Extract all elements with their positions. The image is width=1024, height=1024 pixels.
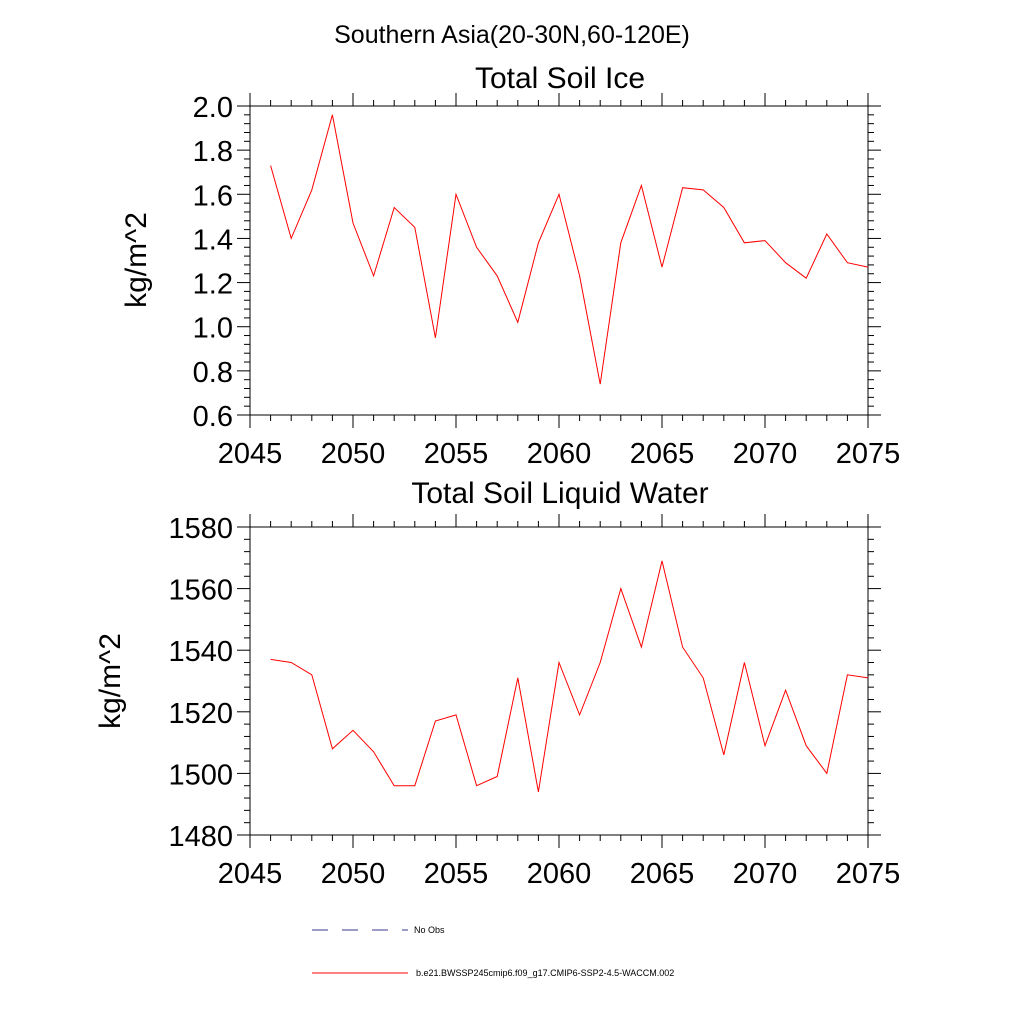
chart-title: Total Soil Ice: [475, 62, 645, 95]
y-tick-label: 0.6: [193, 401, 233, 433]
series-line: [270, 560, 869, 792]
x-tick-label: 2050: [321, 438, 386, 470]
x-tick-label: 2065: [630, 438, 695, 470]
y-tick-label: 1.2: [193, 269, 233, 301]
series-group: [270, 114, 869, 385]
y-tick-label: 1.6: [193, 180, 233, 212]
y-tick-label: 1480: [168, 821, 233, 853]
legend: No Obs b.e21.BWSSP245cmip6.f09_g17.CMIP6…: [312, 925, 674, 978]
x-tick-label: 2050: [321, 858, 386, 890]
plot-frame: [249, 526, 869, 836]
x-tick-label: 2055: [424, 858, 489, 890]
x-tick-label: 2055: [424, 438, 489, 470]
y-tick-label: 1.4: [193, 224, 233, 256]
x-tick-label: 2045: [218, 858, 283, 890]
chart-total-soil-ice: Total Soil Ice 2045 2050 2055 2060 2065 2070 2…: [120, 62, 900, 470]
y-tick-label: 0.8: [193, 357, 233, 389]
legend-label-no-obs: No Obs: [414, 925, 445, 935]
y-tick-label: 2.0: [193, 92, 233, 124]
figure-suptitle: Southern Asia(20-30N,60-120E): [334, 21, 690, 49]
y-tick-label: 1560: [168, 575, 233, 607]
y-tick-label: 1520: [168, 698, 233, 730]
legend-label-model: b.e21.BWSSP245cmip6.f09_g17.CMIP6-SSP2-4…: [416, 968, 674, 978]
x-tick-label: 2075: [836, 858, 901, 890]
y-tick-label: 1.0: [193, 313, 233, 345]
y-tick-label: 1500: [168, 759, 233, 791]
x-tick-label: 2070: [733, 858, 798, 890]
series-group: [270, 560, 869, 792]
y-axis-label: kg/m^2: [120, 212, 153, 308]
x-tick-label: 2065: [630, 858, 695, 890]
x-tick-label: 2060: [527, 438, 592, 470]
y-tick-label: 1580: [168, 513, 233, 545]
axis-ticks: [237, 514, 881, 848]
x-tick-label: 2060: [527, 858, 592, 890]
y-tick-label: 1540: [168, 636, 233, 668]
y-axis-label: kg/m^2: [94, 633, 127, 729]
chart-title: Total Soil Liquid Water: [411, 477, 708, 510]
plot-frame: [249, 105, 869, 416]
x-tick-label: 2070: [733, 438, 798, 470]
x-tick-label: 2045: [218, 438, 283, 470]
y-tick-labels: 1480 1500 1520 1540 1560 1580: [168, 513, 233, 853]
x-tick-labels: 2045 2050 2055 2060 2065 2070 2075: [218, 438, 901, 470]
y-tick-label: 1.8: [193, 136, 233, 168]
x-tick-labels: 2045 2050 2055 2060 2065 2070 2075: [218, 858, 901, 890]
axis-ticks: [237, 93, 881, 428]
x-tick-label: 2075: [836, 438, 901, 470]
y-tick-labels: 0.6 0.8 1.0 1.2 1.4 1.6 1.8 2.0: [193, 92, 233, 433]
series-line: [270, 114, 869, 385]
chart-total-soil-liquid-water: Total Soil Liquid Water 2045 2050 2055 2060…: [94, 477, 900, 890]
